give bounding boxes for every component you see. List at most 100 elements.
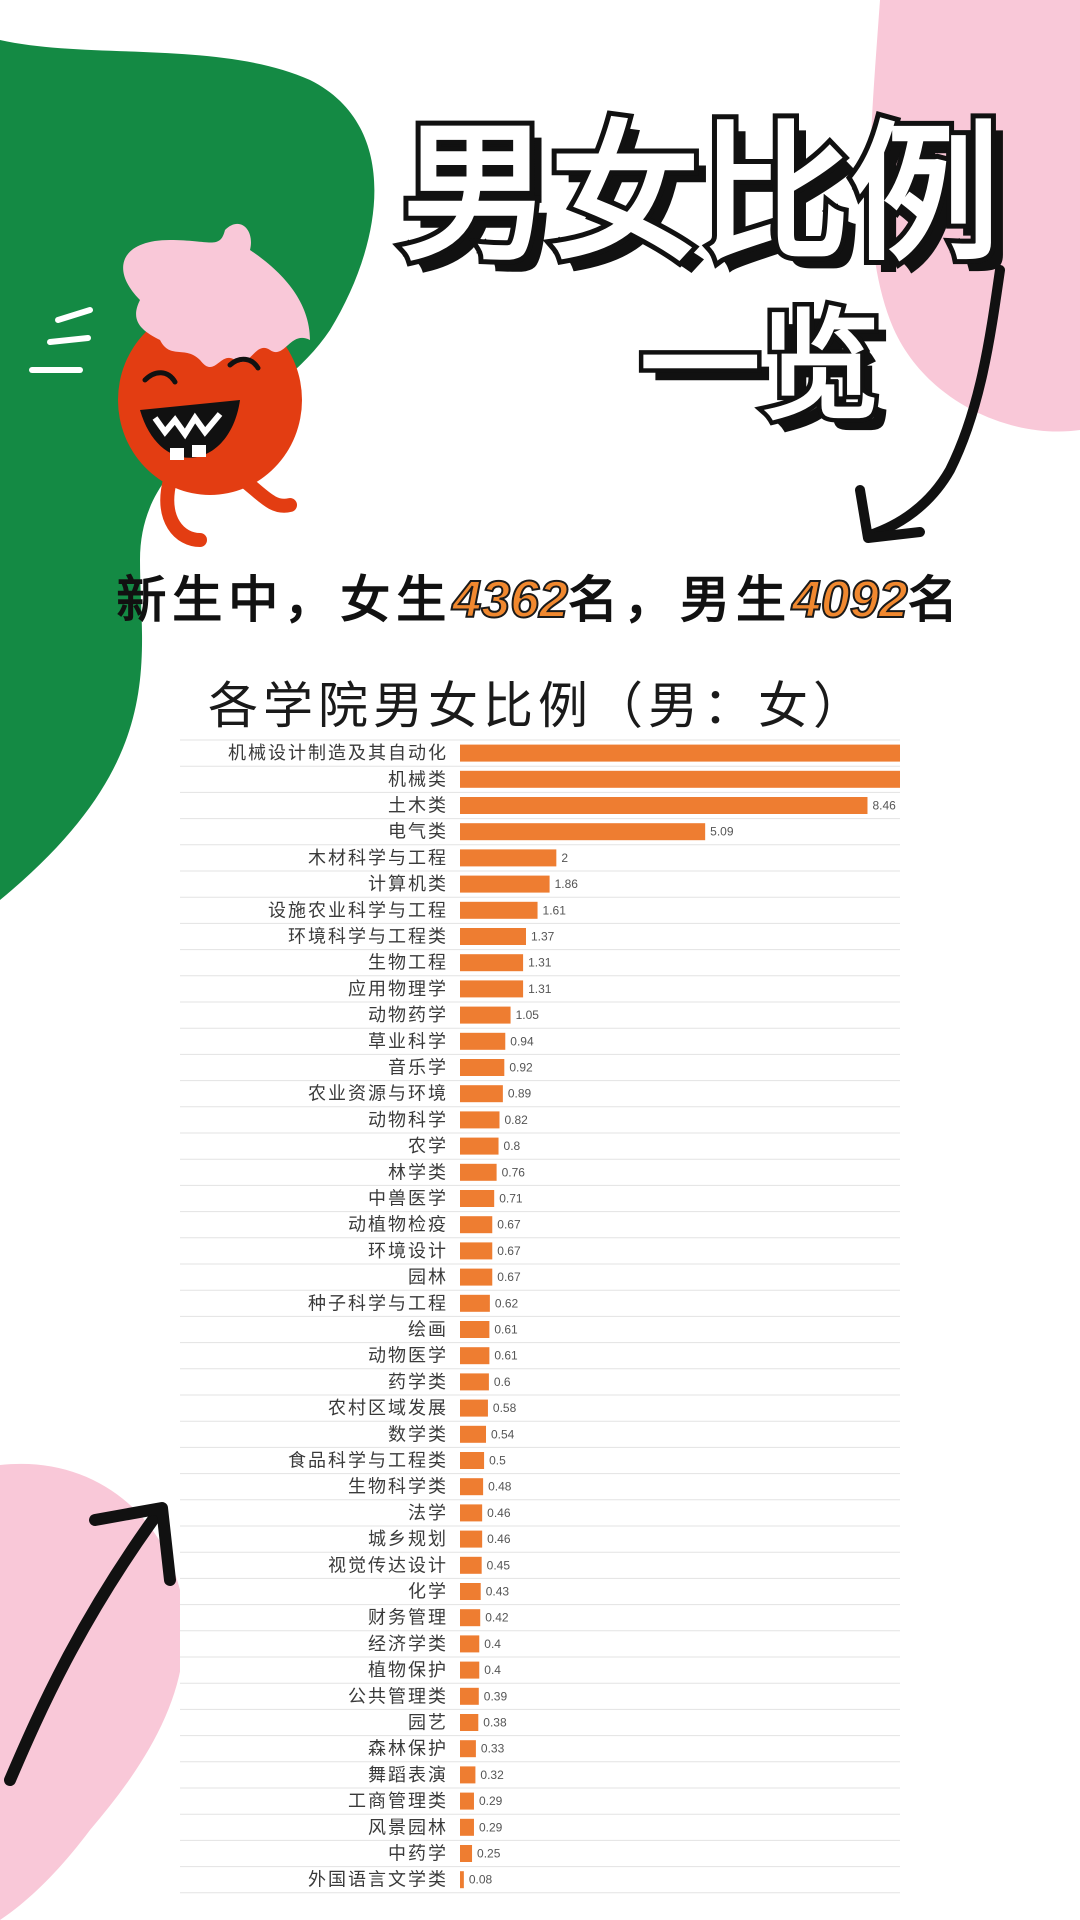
value-label: 0.38 xyxy=(483,1716,507,1730)
value-label: 5.09 xyxy=(710,825,734,839)
value-label: 0.89 xyxy=(508,1087,532,1101)
category-label: 工商管理类 xyxy=(348,1791,448,1812)
category-label: 音乐学 xyxy=(388,1058,448,1079)
category-label: 农学 xyxy=(408,1136,448,1157)
bar xyxy=(460,1294,490,1312)
category-label: 风景园林 xyxy=(368,1817,448,1838)
bar xyxy=(460,1347,490,1365)
category-label: 园林 xyxy=(408,1267,448,1288)
title-line2-shadow: 一览 xyxy=(652,310,892,449)
value-label: 0.58 xyxy=(493,1401,517,1415)
pink-blob-top xyxy=(870,0,1080,432)
bar xyxy=(460,1242,493,1260)
value-label: 0.94 xyxy=(510,1034,534,1048)
category-label: 生物科学类 xyxy=(348,1477,448,1498)
bar-chart-svg: 机械设计制造及其自动化12机械类10.71土木类8.46电气类5.09木材科学与… xyxy=(180,739,900,1894)
category-label: 绘画 xyxy=(408,1320,448,1341)
category-label: 土木类 xyxy=(388,796,448,817)
bar xyxy=(460,1478,484,1496)
category-label: 城乡规划 xyxy=(368,1529,448,1550)
value-label: 1.05 xyxy=(516,1008,540,1022)
category-label: 植物保护 xyxy=(368,1660,448,1681)
value-label: 0.6 xyxy=(494,1375,511,1389)
category-label: 设施农业科学与工程 xyxy=(268,900,448,921)
bar xyxy=(460,1059,505,1076)
value-label: 0.62 xyxy=(495,1296,519,1310)
value-label: 1.86 xyxy=(555,877,579,891)
bar xyxy=(460,1687,479,1705)
bar xyxy=(460,1268,493,1286)
value-label: 0.39 xyxy=(484,1689,508,1703)
category-label: 农业资源与环境 xyxy=(308,1084,448,1105)
page-title: 男女比例 男女比例 一览 一览 xyxy=(395,103,1012,449)
category-label: 草业科学 xyxy=(368,1031,448,1052)
value-label: 0.67 xyxy=(497,1270,521,1284)
bar xyxy=(460,797,868,814)
bar xyxy=(460,1163,497,1181)
category-label: 法学 xyxy=(408,1503,448,1524)
value-label: 1.37 xyxy=(531,930,555,944)
green-blob xyxy=(0,40,375,900)
value-label: 1.61 xyxy=(543,903,567,917)
bar xyxy=(460,1530,483,1548)
bar xyxy=(460,1216,493,1234)
bar xyxy=(460,1845,473,1862)
bar xyxy=(460,1792,474,1810)
bar xyxy=(460,1609,481,1627)
value-label: 0.67 xyxy=(497,1218,521,1232)
category-label: 化学 xyxy=(408,1582,448,1603)
category-label: 动物药学 xyxy=(368,1005,448,1026)
bar xyxy=(460,1006,511,1024)
category-label: 环境设计 xyxy=(368,1241,448,1262)
category-label: 舞蹈表演 xyxy=(368,1765,448,1786)
category-label: 财务管理 xyxy=(368,1608,448,1629)
bar xyxy=(460,1583,481,1600)
value-label: 0.43 xyxy=(486,1585,510,1599)
bar xyxy=(460,744,900,762)
value-label: 0.61 xyxy=(494,1323,518,1337)
category-label: 动物医学 xyxy=(368,1346,448,1367)
category-label: 林学类 xyxy=(388,1162,448,1183)
category-label: 动物科学 xyxy=(368,1110,448,1131)
arrow-up-right-icon xyxy=(4,1502,176,1786)
bar xyxy=(460,1504,483,1522)
category-label: 中兽医学 xyxy=(368,1189,448,1210)
value-label: 0.54 xyxy=(491,1427,515,1441)
value-label: 0.25 xyxy=(477,1847,501,1861)
value-label: 1.31 xyxy=(528,956,552,970)
title-line1: 男女比例 xyxy=(400,108,1000,282)
summary-mid: 名，男生 xyxy=(568,571,792,629)
value-label: 1.31 xyxy=(528,982,552,996)
value-label: 8.46 xyxy=(872,799,896,813)
category-label: 环境科学与工程类 xyxy=(288,927,448,948)
category-label: 中药学 xyxy=(388,1844,448,1865)
category-label: 木材科学与工程 xyxy=(308,848,448,869)
value-label: 0.32 xyxy=(480,1768,504,1782)
bar-chart: 机械设计制造及其自动化12机械类10.71土木类8.46电气类5.09木材科学与… xyxy=(180,736,900,1904)
bar xyxy=(460,901,538,919)
bar xyxy=(460,1321,490,1338)
category-label: 公共管理类 xyxy=(348,1686,448,1707)
value-label: 0.08 xyxy=(469,1873,493,1887)
pink-blob-bottom xyxy=(0,1463,185,1920)
gridlines xyxy=(180,739,900,1894)
male-count: 4092 xyxy=(791,570,909,630)
bar xyxy=(460,980,524,998)
value-label: 0.61 xyxy=(494,1349,518,1363)
value-label: 2 xyxy=(561,851,568,865)
bar xyxy=(460,1556,482,1574)
category-label: 数学类 xyxy=(388,1424,448,1445)
title-line1-shadow: 男女比例 xyxy=(412,120,1012,294)
category-label: 视觉传达设计 xyxy=(328,1555,448,1576)
value-label: 0.76 xyxy=(502,1165,526,1179)
bar xyxy=(460,1766,476,1784)
chart-title: 各学院男女比例（男：女） xyxy=(208,677,868,735)
value-label: 0.45 xyxy=(487,1558,511,1572)
bar xyxy=(460,928,526,945)
mascot-icon xyxy=(29,223,310,547)
category-label: 计算机类 xyxy=(368,874,448,895)
value-label: 0.4 xyxy=(484,1637,501,1651)
bar xyxy=(460,1714,479,1731)
bar xyxy=(460,1452,485,1469)
